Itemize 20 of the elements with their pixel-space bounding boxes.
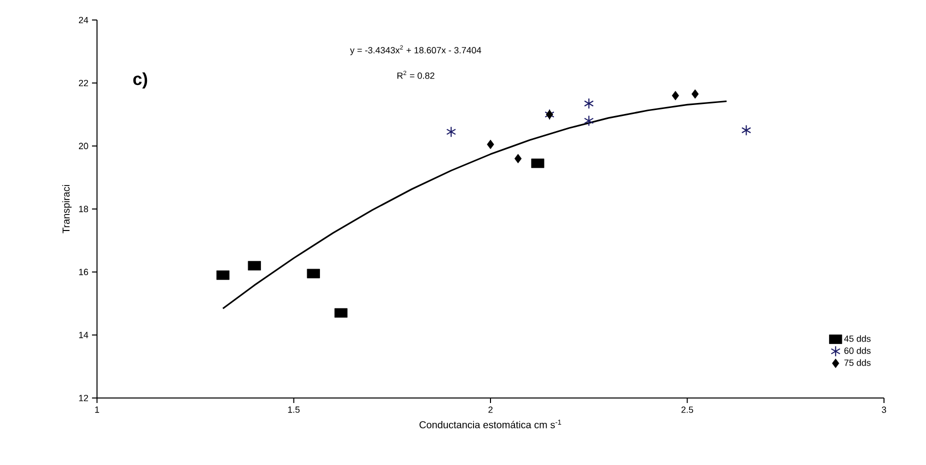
y-tick-label: 22 xyxy=(78,80,88,86)
x-tick-label: 1 xyxy=(95,406,100,413)
legend-label: 45 dds xyxy=(844,335,871,342)
y-tick-label: 12 xyxy=(79,394,88,402)
y-tick-label: 20 xyxy=(78,142,88,150)
y-tick-label: 18 xyxy=(79,206,88,212)
y-tick-label: 14 xyxy=(79,332,88,338)
legend-label: 60 dds xyxy=(844,347,871,354)
annotation: R$^{2}$ = 0.82 xyxy=(397,70,434,79)
y-axis-title: Transpiraci xyxy=(62,185,72,234)
legend-label: 75 dds xyxy=(844,359,871,366)
x-tick-label: 3 xyxy=(882,406,886,413)
x-axis-title: Conductancia estomática cm s$^{-1}$ xyxy=(420,420,562,428)
x-tick-label: 1.5 xyxy=(288,406,300,413)
x-tick-label: 2 xyxy=(488,406,493,413)
annotation: y = -3.4343x$^{2}$ + 18.607x - 3.7404 xyxy=(350,45,482,56)
x-tick-label: 2.5 xyxy=(681,406,694,413)
annotation: c) xyxy=(133,72,148,89)
y-tick-label: 16 xyxy=(79,268,88,276)
y-tick-label: 24 xyxy=(78,16,88,24)
